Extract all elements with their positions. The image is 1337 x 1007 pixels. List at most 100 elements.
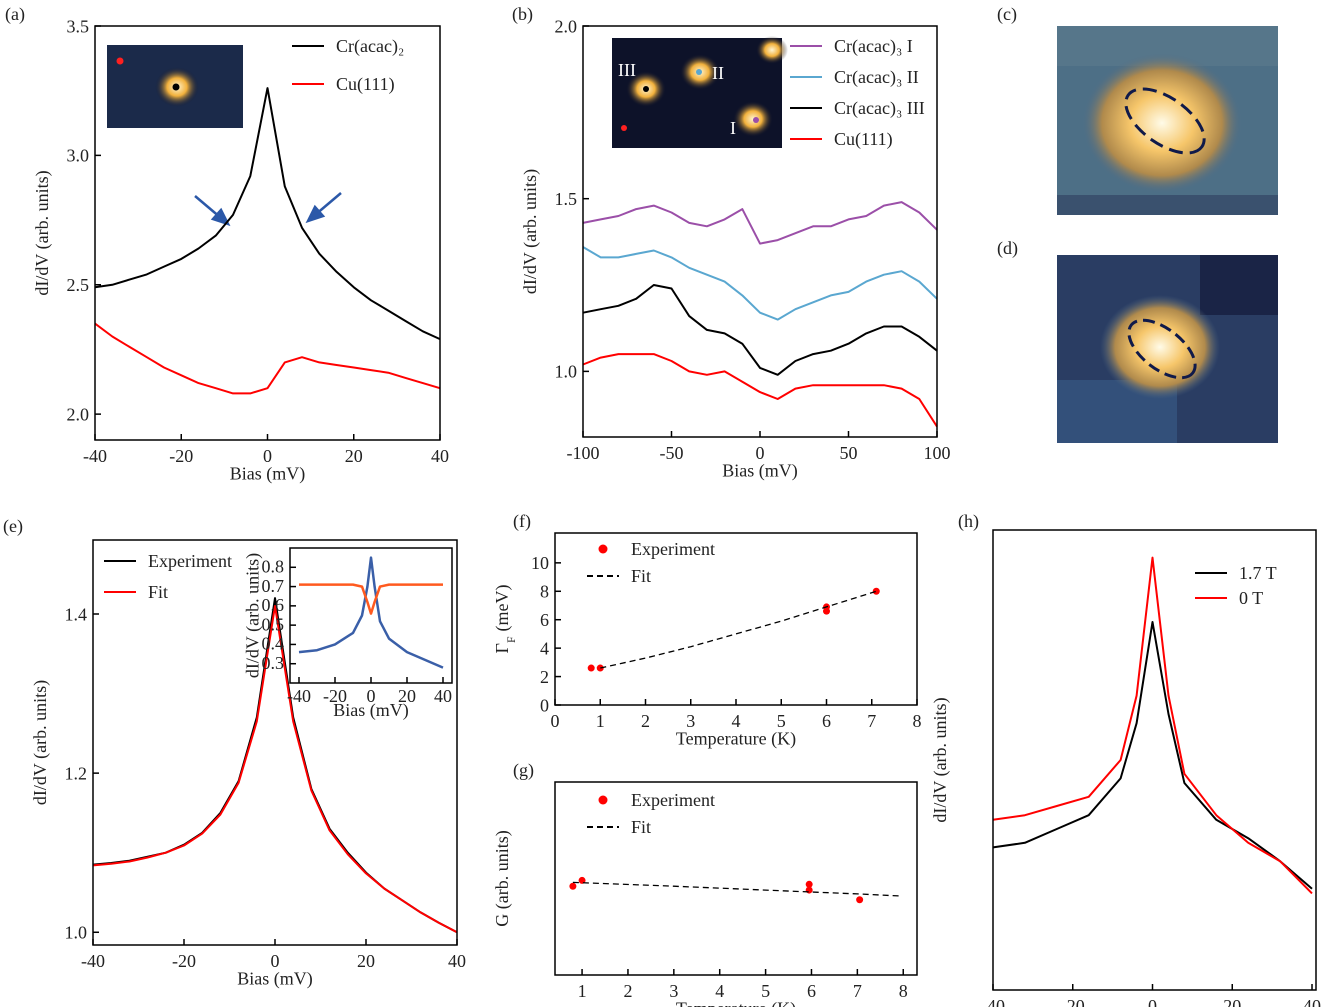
x-tick-label: 40 xyxy=(1303,996,1321,1007)
x-tick-label: 4 xyxy=(732,711,741,731)
legend-label: 0 T xyxy=(1239,588,1263,608)
y-tick-label: 0.5 xyxy=(262,614,285,634)
legend-label: Fit xyxy=(631,566,651,586)
stm-image-d xyxy=(1057,255,1278,443)
legend-label: Experiment xyxy=(631,790,715,810)
data-line xyxy=(298,556,444,669)
y-axis-label: G (arb. units) xyxy=(492,830,513,926)
y-tick-label: 2.0 xyxy=(67,404,90,424)
x-tick-label: 8 xyxy=(913,711,922,731)
data-line xyxy=(582,284,938,376)
panel-label: (g) xyxy=(513,760,534,781)
x-tick-label: 5 xyxy=(761,981,770,1001)
legend-label: Experiment xyxy=(631,539,715,559)
x-axis-label: Temperature (K) xyxy=(676,729,796,750)
y-tick-label: 0.7 xyxy=(262,576,285,596)
data-line xyxy=(582,246,938,321)
legend-label: Cr(acac)₃ I xyxy=(834,36,913,57)
y-tick-label: 10 xyxy=(531,553,549,573)
legend-label: Fit xyxy=(148,582,168,602)
x-tick-label: -100 xyxy=(567,443,600,463)
x-tick-label: 0 xyxy=(367,686,376,706)
y-axis-label: dI/dV (arb. units) xyxy=(30,680,51,805)
y-tick-label: 3.0 xyxy=(67,146,90,166)
data-line xyxy=(94,322,441,395)
x-axis-label: Bias (mV) xyxy=(333,700,409,721)
legend-label: Cu(111) xyxy=(834,129,893,150)
legend-label: 1.7 T xyxy=(1239,563,1277,583)
x-tick-label: 20 xyxy=(1223,996,1241,1007)
panel-label: (h) xyxy=(958,511,979,532)
y-tick-label: 0.4 xyxy=(262,634,285,654)
data-line xyxy=(600,590,877,669)
x-tick-label: 3 xyxy=(686,711,695,731)
panel-label: (d) xyxy=(997,238,1018,259)
x-tick-label: -20 xyxy=(172,951,196,971)
inset-label: II xyxy=(712,63,724,83)
x-tick-label: -20 xyxy=(323,686,347,706)
x-tick-label: 20 xyxy=(357,951,375,971)
stm-image-c xyxy=(1057,26,1278,215)
data-point xyxy=(872,587,880,595)
x-tick-label: -20 xyxy=(169,446,193,466)
data-line xyxy=(582,353,938,428)
x-tick-label: 0 xyxy=(756,443,765,463)
legend-label: Cr(acac)₂ xyxy=(336,36,404,57)
x-tick-label: 50 xyxy=(840,443,858,463)
plot-frame xyxy=(94,25,441,441)
x-tick-label: 7 xyxy=(853,981,862,1001)
data-point xyxy=(805,886,813,894)
panel-label: (b) xyxy=(512,4,533,25)
x-tick-label: 1 xyxy=(596,711,605,731)
plot-frame xyxy=(554,781,918,976)
x-tick-label: 0 xyxy=(263,446,272,466)
x-tick-label: -40 xyxy=(287,686,311,706)
y-axis-label: dI/dV (arb. units) xyxy=(243,553,264,678)
x-tick-label: 20 xyxy=(398,686,416,706)
legend-label: Cr(acac)₃ III xyxy=(834,98,925,119)
x-tick-label: 0 xyxy=(1148,996,1157,1007)
y-tick-label: 0.8 xyxy=(262,557,285,577)
data-line xyxy=(92,605,458,934)
plot-frame xyxy=(554,532,918,706)
data-line xyxy=(572,881,899,897)
legend-label: Experiment xyxy=(148,551,232,571)
x-tick-label: 3 xyxy=(669,981,678,1001)
plot-frame xyxy=(992,529,1317,991)
arrows xyxy=(194,192,342,227)
y-axis-label: dI/dV (arb. units) xyxy=(32,170,53,295)
y-tick-label: 1.0 xyxy=(555,362,578,382)
y-tick-label: 1.2 xyxy=(65,763,88,783)
x-tick-label: 2 xyxy=(641,711,650,731)
x-tick-label: 5 xyxy=(777,711,786,731)
y-tick-label: 1.4 xyxy=(65,604,88,624)
x-tick-label: 40 xyxy=(434,686,452,706)
data-point xyxy=(596,664,604,672)
data-line xyxy=(992,621,1313,890)
y-tick-label: 0.6 xyxy=(262,595,285,615)
x-tick-label: -40 xyxy=(83,446,107,466)
x-tick-label: 1 xyxy=(578,981,587,1001)
x-tick-label: -50 xyxy=(660,443,684,463)
inset-background xyxy=(290,548,452,683)
x-tick-label: 100 xyxy=(924,443,951,463)
panel-label: (f) xyxy=(513,511,531,532)
inset-image-a xyxy=(107,45,243,128)
panel-label: (a) xyxy=(5,4,25,25)
data-line xyxy=(94,87,441,341)
y-tick-label: 2.0 xyxy=(555,16,578,36)
data-point xyxy=(569,882,577,890)
x-tick-label: -20 xyxy=(1061,996,1085,1007)
x-tick-label: 40 xyxy=(448,951,466,971)
y-axis-label-part: (meV) xyxy=(492,585,513,632)
x-tick-label: 20 xyxy=(345,446,363,466)
inset-label: I xyxy=(730,118,736,138)
x-tick-label: 6 xyxy=(822,711,831,731)
y-axis-label: ΓF (meV) xyxy=(492,585,518,654)
y-axis-label: dI/dV (arb. units) xyxy=(930,697,951,822)
inset-label: III xyxy=(618,60,636,80)
x-tick-label: 6 xyxy=(807,981,816,1001)
y-tick-label: 0 xyxy=(540,695,549,715)
legend-swatch xyxy=(598,544,608,554)
